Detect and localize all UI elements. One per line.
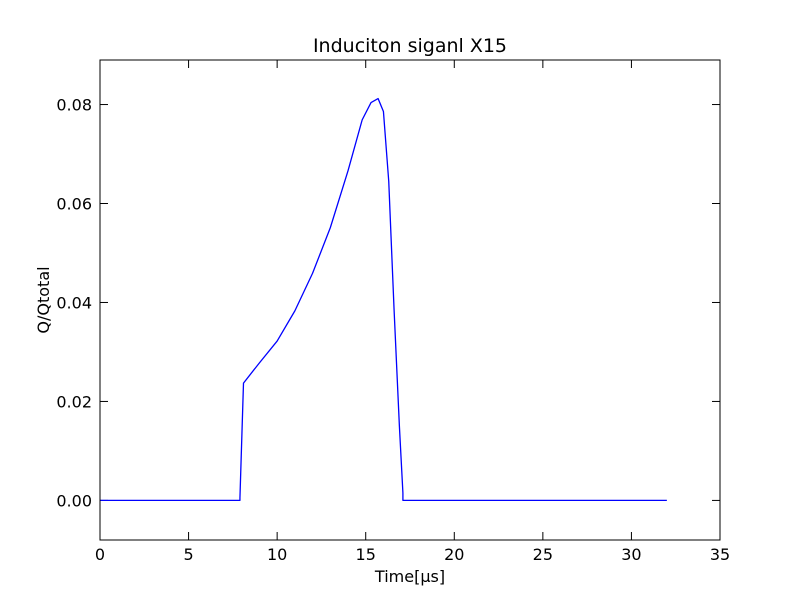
x-tick-label: 20	[444, 545, 464, 564]
x-tick-label: 0	[95, 545, 105, 564]
y-axis-label: Q/Qtotal	[34, 266, 53, 333]
y-tick-label: 0.02	[56, 392, 92, 411]
x-tick-label: 15	[356, 545, 376, 564]
x-tick-label: 5	[183, 545, 193, 564]
series-line	[100, 97, 667, 502]
x-axis-label: Time[μs]	[374, 567, 445, 586]
x-tick-label: 25	[533, 545, 553, 564]
axis-ticks	[99, 60, 721, 540]
y-tick-label: 0.08	[56, 96, 92, 115]
plot-frame	[99, 59, 721, 541]
x-tick-label: 35	[710, 545, 730, 564]
x-tick-label: 10	[267, 545, 287, 564]
axis-tick-labels: 0 5 10 15 20 25 30 35 0.00 0.02 0.04 0.06 0.08	[56, 96, 730, 564]
y-tick-label: 0.06	[56, 195, 92, 214]
y-tick-label: 0.00	[56, 491, 92, 510]
plot-area-background	[100, 60, 720, 540]
x-tick-label: 30	[621, 545, 641, 564]
chart-title: Induciton siganl X15	[313, 35, 507, 57]
y-tick-label: 0.04	[56, 293, 92, 312]
series-layer	[100, 97, 667, 502]
